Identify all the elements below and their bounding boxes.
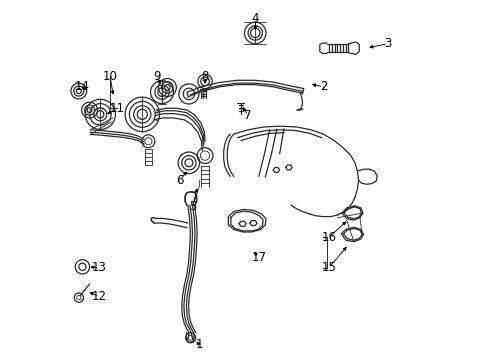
- Text: 15: 15: [321, 261, 336, 274]
- Text: 4: 4: [251, 12, 259, 25]
- Text: 12: 12: [92, 290, 106, 303]
- Text: 11: 11: [109, 102, 124, 115]
- Text: 14: 14: [75, 80, 90, 93]
- Text: 10: 10: [102, 69, 117, 82]
- Text: 16: 16: [321, 231, 336, 244]
- Text: 7: 7: [244, 109, 251, 122]
- Text: 8: 8: [201, 69, 208, 82]
- Text: 5: 5: [188, 201, 196, 213]
- Text: 3: 3: [384, 37, 391, 50]
- Text: 2: 2: [319, 80, 326, 93]
- Text: 1: 1: [196, 338, 203, 351]
- Text: 17: 17: [251, 251, 266, 264]
- Text: 9: 9: [153, 69, 160, 82]
- Text: 13: 13: [92, 261, 106, 274]
- Text: 6: 6: [176, 174, 183, 186]
